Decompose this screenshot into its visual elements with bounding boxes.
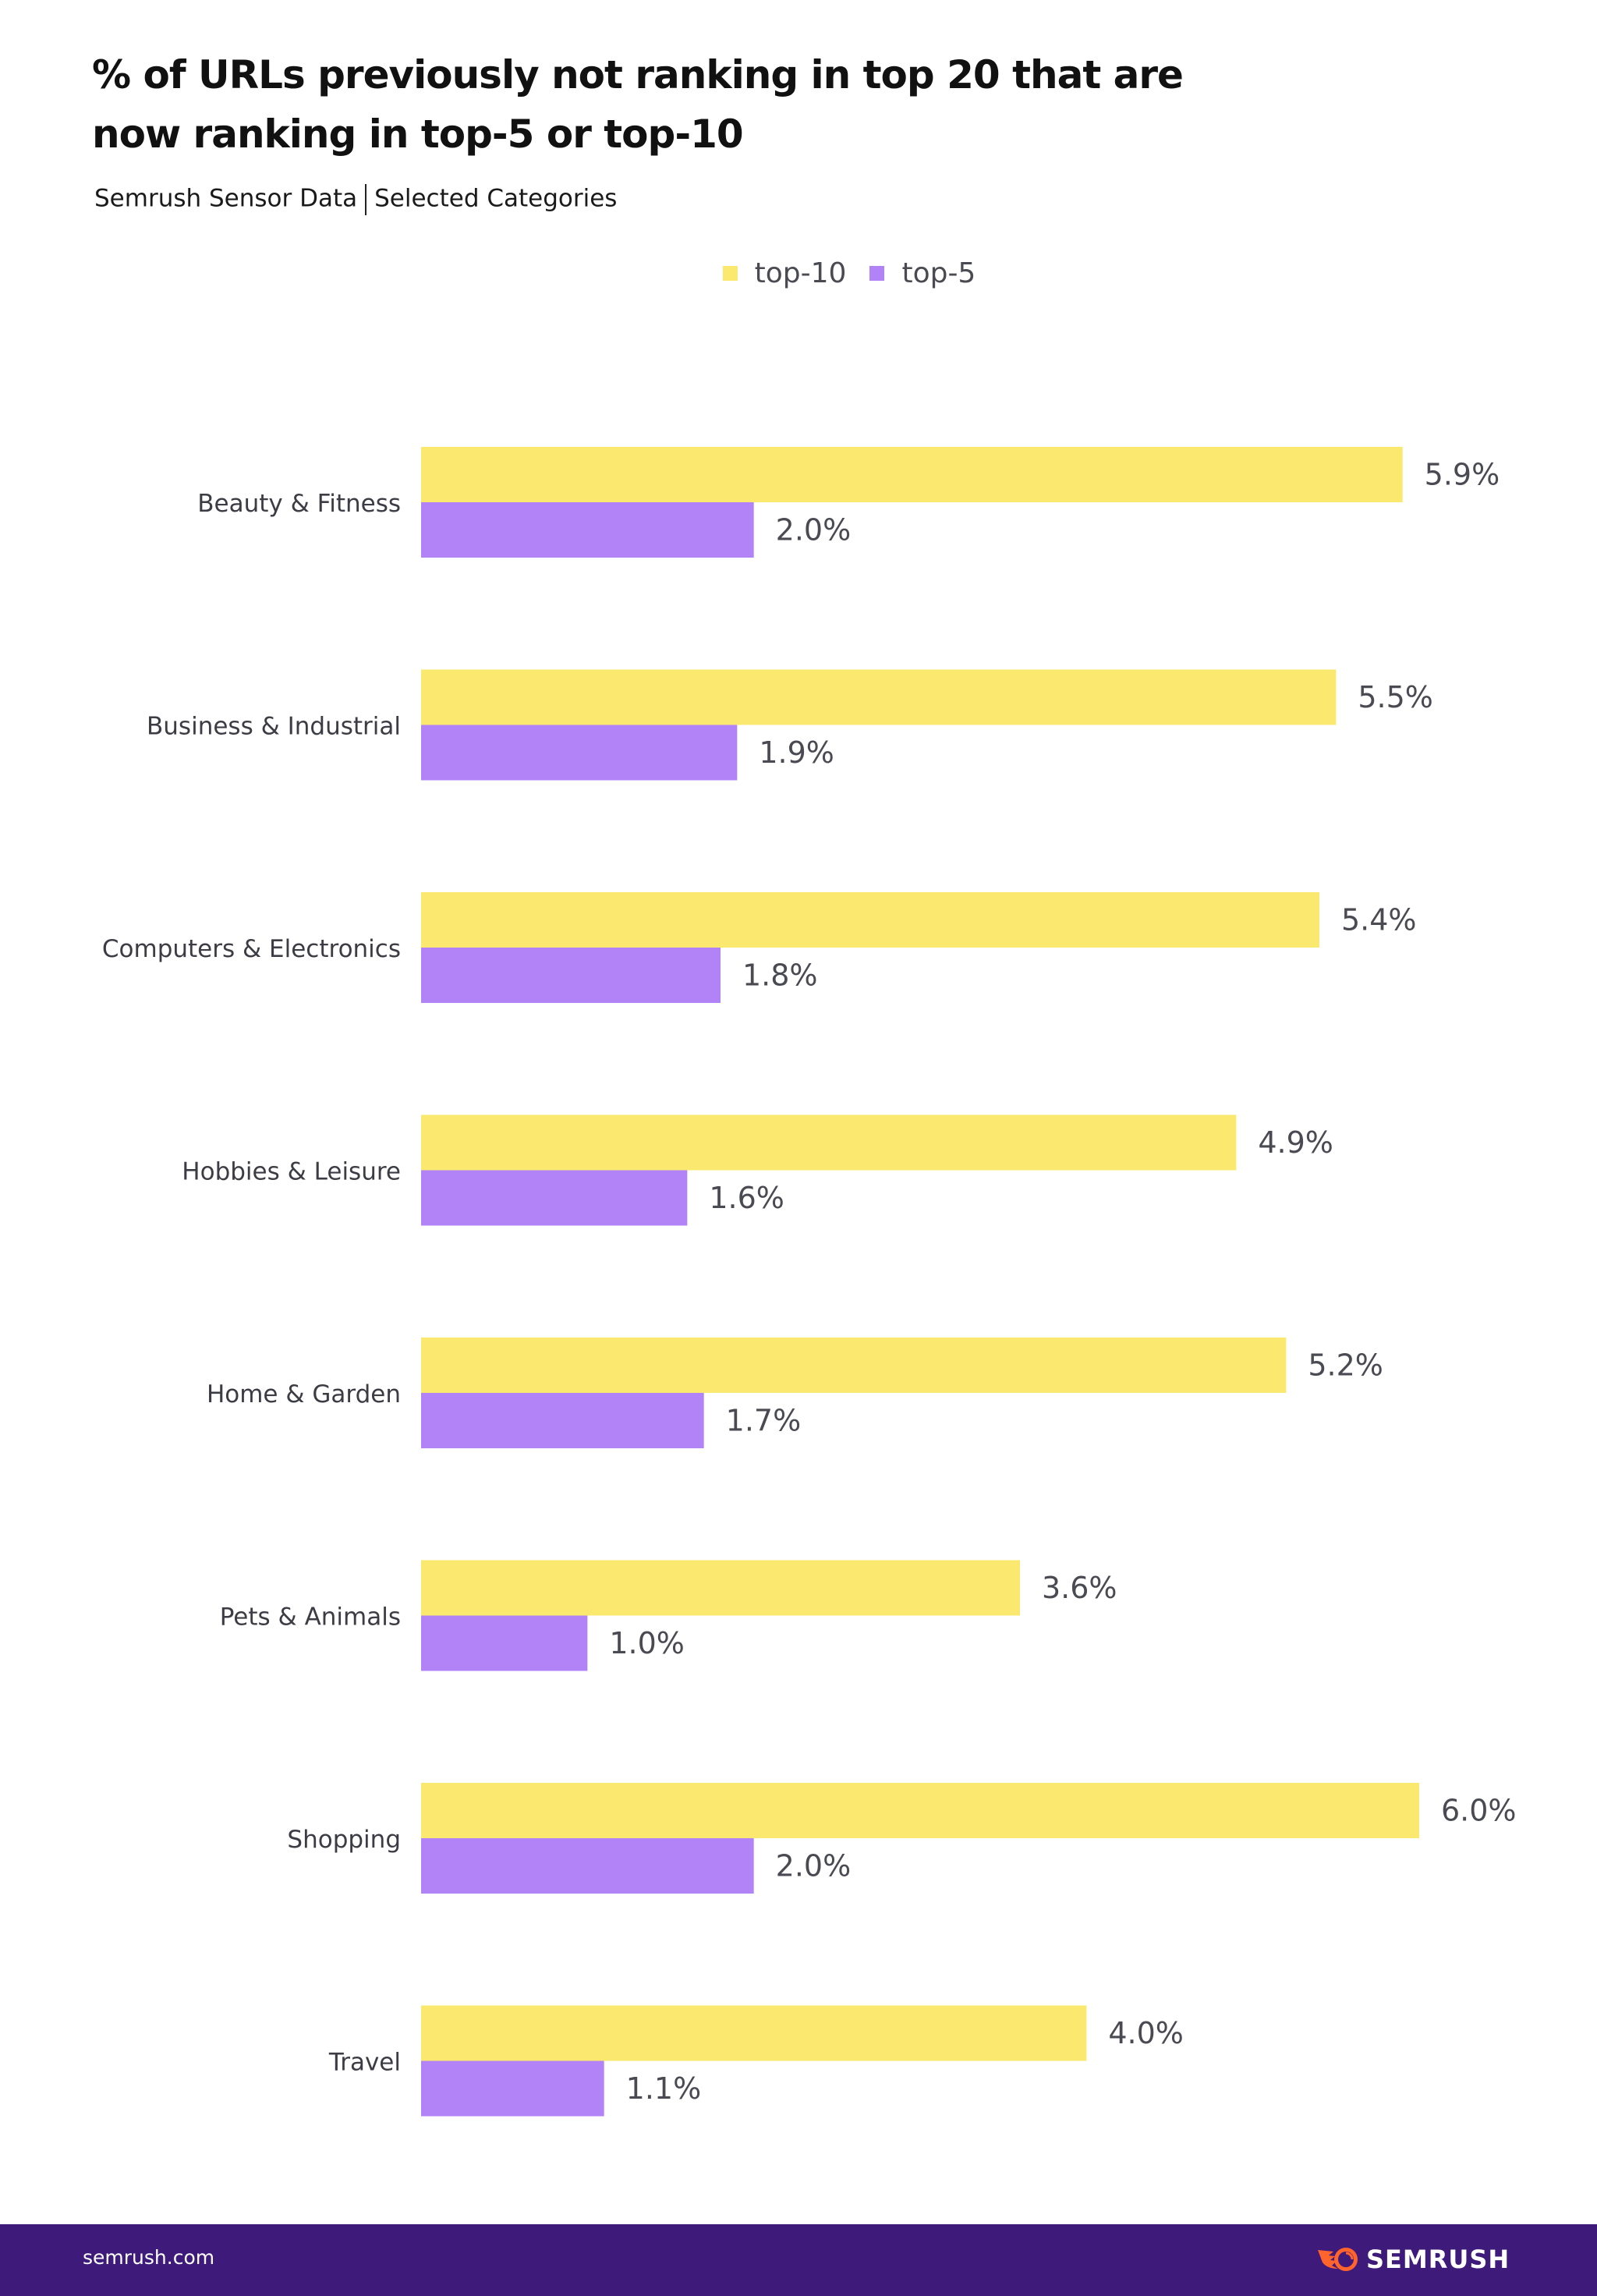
category-label: Travel: [328, 2049, 401, 2077]
bar-top-10: [421, 1338, 1287, 1393]
legend-swatch-top-5: [869, 266, 885, 281]
legend-item-top-5: top-5: [869, 257, 976, 289]
bar-top-5: [421, 2060, 604, 2117]
category-label: Business & Industrial: [147, 713, 401, 741]
bar-top-5: [421, 1838, 754, 1894]
bar-top-10: [421, 1560, 1020, 1616]
category-label: Beauty & Fitness: [197, 490, 401, 518]
bar-top-5: [421, 1170, 688, 1226]
data-label-top-10: 3.6%: [1042, 1571, 1117, 1605]
semrush-flame-icon: [1318, 2248, 1358, 2271]
legend-label-top-5: top-5: [901, 257, 976, 289]
bar-top-10: [421, 447, 1403, 502]
data-label-top-5: 1.6%: [709, 1181, 784, 1215]
data-label-top-5: 1.8%: [742, 958, 818, 993]
category-label: Hobbies & Leisure: [182, 1158, 401, 1186]
category-group-5: Pets & Animals 3.6% 1.0%: [220, 1560, 1117, 1671]
bar-top-10: [421, 669, 1337, 725]
data-label-top-10: 4.9%: [1258, 1125, 1333, 1160]
category-group-3: Hobbies & Leisure 4.9% 1.6%: [182, 1114, 1333, 1226]
category-group-4: Home & Garden 5.2% 1.7%: [207, 1338, 1383, 1448]
chart-title: % of URLs previously not ranking in top …: [92, 45, 1262, 164]
data-label-top-5: 1.9%: [759, 735, 834, 770]
bar-top-5: [421, 1615, 588, 1671]
data-label-top-10: 6.0%: [1441, 1794, 1517, 1828]
subtitle-scope: Selected Categories: [374, 184, 618, 213]
data-label-top-5: 2.0%: [776, 513, 852, 547]
subtitle-source: Semrush Sensor Data: [94, 184, 358, 213]
footer-url[interactable]: semrush.com: [83, 2246, 215, 2269]
data-label-top-10: 4.0%: [1108, 2016, 1184, 2050]
data-label-top-10: 5.2%: [1308, 1348, 1383, 1383]
bar-top-10: [421, 892, 1319, 948]
legend-item-top-10: top-10: [722, 257, 847, 289]
data-label-top-5: 1.7%: [726, 1404, 802, 1438]
semrush-logo: SEMRUSH: [1316, 2245, 1510, 2274]
category-label: Pets & Animals: [220, 1603, 401, 1632]
data-label-top-5: 1.1%: [626, 2071, 702, 2106]
data-label-top-5: 1.0%: [609, 1626, 685, 1660]
subtitle-divider: [365, 184, 367, 215]
chart-title-line-1: % of URLs previously not ranking in top …: [92, 52, 1184, 97]
chart-title-line-2: now ranking in top-5 or top-10: [92, 112, 744, 157]
data-label-top-10: 5.5%: [1358, 680, 1433, 714]
chart-subtitle: Semrush Sensor Data Selected Categories: [94, 184, 617, 215]
category-label: Shopping: [287, 1826, 401, 1854]
data-label-top-10: 5.9%: [1425, 458, 1500, 492]
legend: top-10 top-5: [0, 257, 1597, 289]
category-group-2: Computers & Electronics 5.4% 1.8%: [102, 892, 1417, 1003]
category-group-7: Travel 4.0% 1.1%: [328, 2005, 1184, 2117]
legend-swatch-top-10: [722, 266, 738, 281]
data-label-top-10: 5.4%: [1341, 903, 1417, 937]
bar-top-10: [421, 2005, 1087, 2061]
category-group-6: Shopping 6.0% 2.0%: [287, 1783, 1517, 1894]
category-group-0: Beauty & Fitness 5.9% 2.0%: [197, 447, 1500, 558]
bar-top-5: [421, 725, 738, 781]
brand-name: SEMRUSH: [1366, 2245, 1510, 2274]
bar-top-5: [421, 502, 754, 558]
bar-top-5: [421, 1393, 704, 1448]
data-label-top-5: 2.0%: [776, 1849, 852, 1883]
bar-top-10: [421, 1783, 1419, 1838]
bar-top-5: [421, 948, 721, 1003]
category-label: Home & Garden: [207, 1380, 401, 1408]
category-group-1: Business & Industrial 5.5% 1.9%: [147, 669, 1433, 781]
category-label: Computers & Electronics: [102, 935, 401, 963]
footer-bar: semrush.com SEMRUSH: [0, 2224, 1597, 2296]
bar-top-10: [421, 1114, 1237, 1171]
legend-label-top-10: top-10: [754, 257, 847, 289]
